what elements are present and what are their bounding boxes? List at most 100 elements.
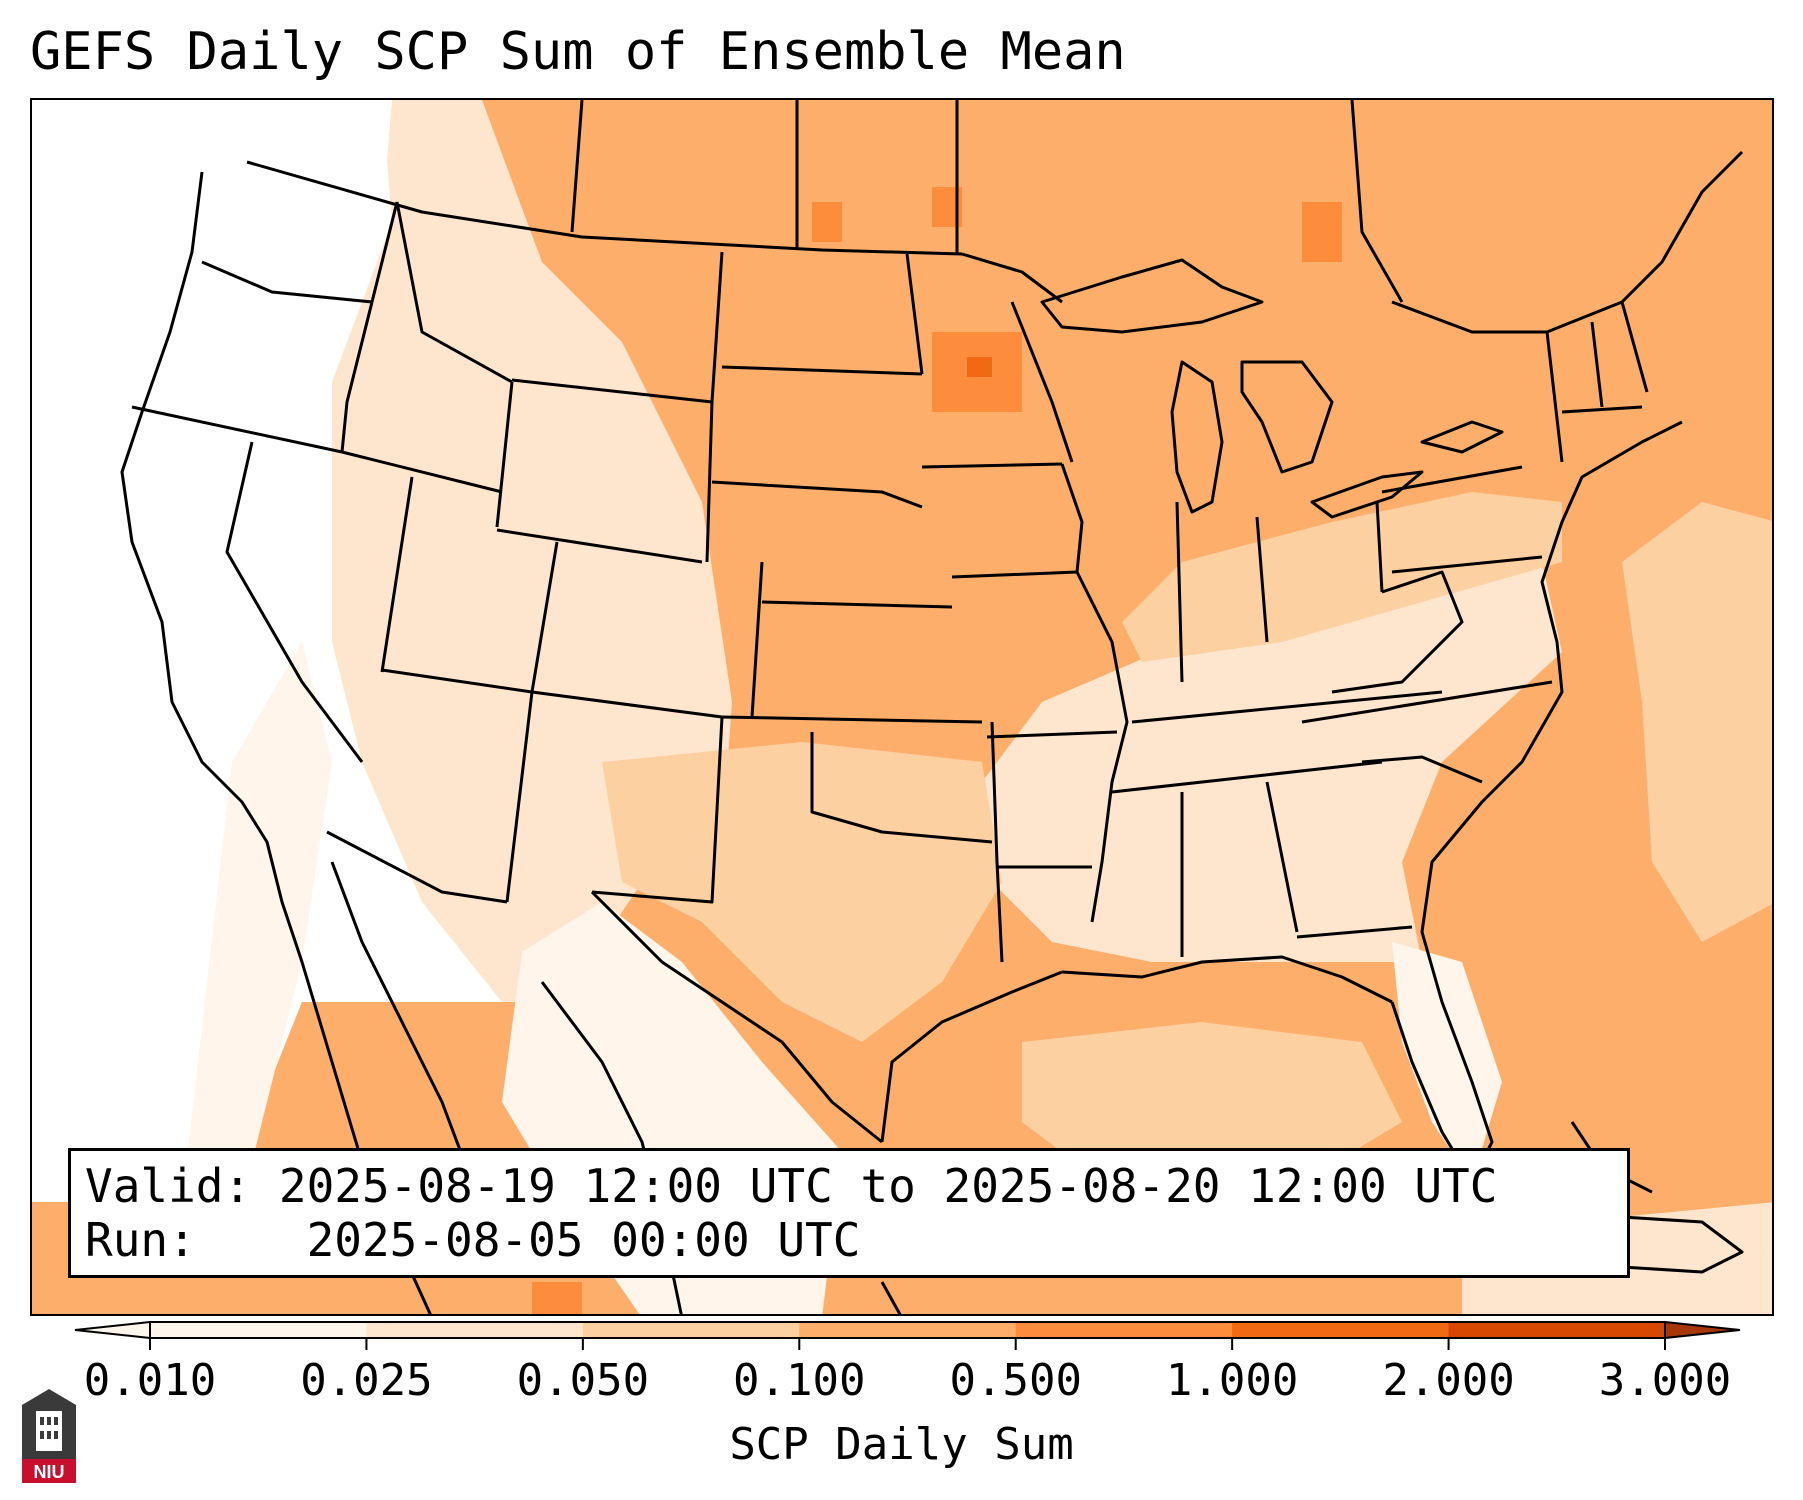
border-mb-on [1350,100,1404,303]
border-ca-nv [225,441,364,763]
shade-pale-ohio [1122,492,1562,662]
colorbar-extend-high [1664,1320,1741,1340]
colorbar-tick-label: 2.000 [1382,1355,1515,1406]
logo-text: NIU [34,1462,65,1482]
shade-pacific-band [182,642,332,1202]
niu-logo: NIU [22,1389,76,1483]
lake-erie [1310,470,1424,519]
border-tx-mx [590,890,883,1144]
lake-huron [1240,360,1334,474]
colorbar-tick-label: 0.025 [300,1355,433,1406]
colorbar [74,1320,1741,1350]
border-tn-ms-al [1111,760,1383,794]
border-mo-ar [986,730,1118,739]
scp-shading [32,100,1772,1314]
border-ne-ks [761,600,953,609]
shade-light-texas [602,742,1002,1042]
border-sd-ne [711,480,923,509]
border-ny-ct-ma [1561,405,1643,414]
logo-window-6 [54,1431,58,1439]
shade-north-plains [32,100,1772,1314]
valid-label: Valid: [85,1159,252,1213]
border-pa-md [1391,555,1543,574]
colorbar-tick-label: 3.000 [1598,1355,1732,1406]
run-label: Run: [85,1213,196,1267]
shade-hotspot-on [1302,202,1342,262]
border-mt-wy [511,378,713,404]
colorbar-ticks [149,1338,1666,1350]
colorbar-tick-label: 0.050 [516,1355,650,1406]
border-al-ga [1265,781,1299,933]
colorbar-segment [1015,1322,1233,1338]
border-ia-mo [951,570,1078,579]
colorbar-segment [1448,1322,1666,1338]
colorbar-extend-low [74,1320,151,1340]
river-mississippi [1060,463,1129,923]
coast-baja-gulf [330,861,474,1183]
colorbar-segment [366,1322,584,1338]
border-nd-mn [905,253,924,375]
colorbar-outline [149,1321,1666,1339]
logo-window-1 [40,1417,44,1425]
border-or-ca [131,405,343,454]
colorbar-segments [74,1320,1741,1340]
border-ut-az [381,668,533,694]
border-id-wy [495,381,514,528]
map-panel[interactable]: Valid: 2025-08-19 12:00 UTC to 2025-08-2… [30,98,1774,1316]
shade-florida-pale [1392,942,1502,1182]
border-nd-sd [721,365,923,376]
border-co-ks [750,561,764,718]
colorbar-tick-label: 0.500 [949,1355,1082,1406]
lake-superior [1040,258,1264,334]
border-il-in [1175,501,1184,683]
border-ks-ok [721,715,983,724]
border-az-mx [326,830,508,904]
border-canada-central [961,252,1063,304]
shade-gulf-light [1022,1022,1402,1182]
border-mn-wi [1010,301,1074,463]
map-title: GEFS Daily SCP Sum of Ensemble Mean [30,22,1126,82]
colorbar-tick-label: 0.010 [83,1355,217,1406]
valid-value: 2025-08-19 12:00 UTC to 2025-08-20 12:00… [278,1159,1498,1213]
border-mn-ia [921,462,1063,469]
border-mt-nd [710,251,724,403]
border-or-id [340,301,374,453]
border-va-nc [1301,680,1553,724]
colorbar-tick-label: 0.100 [733,1355,866,1406]
logo-window-5 [47,1431,51,1439]
logo-window-2 [47,1417,51,1425]
validity-info-box: Valid: 2025-08-19 12:00 UTC to 2025-08-2… [68,1148,1630,1278]
shade-hotspot-mn-core [967,357,992,377]
logo-window-4 [40,1431,44,1439]
border-in-oh [1255,516,1269,643]
border-canada-west [246,160,963,256]
border-vt-nh [1590,321,1604,408]
border-id-nv-ut [341,450,503,494]
shade-atlantic-light [1622,502,1772,942]
shade-hotspot-mx [532,1282,582,1314]
colorbar-segment [1232,1322,1450,1338]
colorbar-segment [150,1322,367,1338]
border-nc-sc [1361,755,1483,784]
scp-map [32,100,1772,1314]
colorbar-tick-label: 1.000 [1165,1355,1299,1406]
border-ky-tn [1131,690,1443,724]
border-wy-co [496,528,703,564]
border-wy-sd [705,401,714,563]
border-id-mt [395,201,513,384]
coast-texas [880,970,1063,1143]
run-value: 2025-08-05 00:00 UTC [306,1213,861,1267]
logo-window-3 [54,1417,58,1425]
border-wa-id [370,201,399,303]
border-ok-tx [810,732,993,844]
run-line: Run: 2025-08-05 00:00 UTC [85,1213,1613,1267]
lake-michigan [1170,360,1224,514]
border-canada-east [1391,150,1744,334]
shade-pacific [32,100,392,1202]
coast-gulf [1061,955,1393,1004]
border-ny-vt [1545,331,1564,463]
border-wv [1331,570,1464,694]
border-mt-top [570,100,584,233]
coast-pacific [120,171,432,1314]
logo-banner [22,1459,76,1483]
